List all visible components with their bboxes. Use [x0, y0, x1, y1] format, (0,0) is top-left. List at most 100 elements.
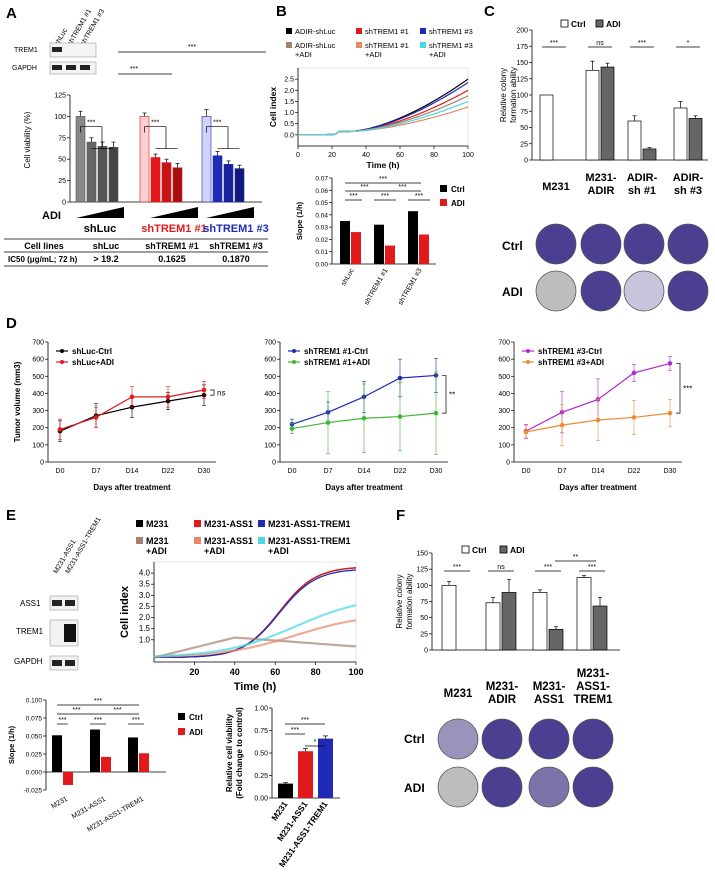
legend-marker: [60, 349, 64, 353]
x-tick-label: D7: [324, 468, 333, 475]
sig-label: ***: [58, 717, 66, 724]
panel-d: D 0 100 200 300 400 500 600 700 D0 D7 D14 D22 D30 Day…: [6, 315, 692, 492]
blot-band: [65, 600, 75, 606]
sig-label: ***: [550, 40, 558, 47]
sig-label: *: [687, 40, 690, 47]
bar: [139, 753, 149, 772]
x-tick-label: 0: [296, 152, 300, 159]
legend-swatch: [136, 520, 143, 527]
panel-label-b: B: [276, 3, 287, 20]
x-tick-label: 100: [348, 667, 363, 677]
blot-row-label: GAPDH: [12, 65, 37, 72]
sig-bracket: [442, 375, 447, 414]
panel-label-f: F: [396, 507, 405, 524]
sig-label: ***: [72, 707, 80, 714]
data-point: [595, 417, 601, 423]
y-tick-label: 4.0: [139, 569, 151, 578]
legend-swatch: [461, 545, 470, 554]
blot-band: [65, 660, 75, 666]
bar: [128, 737, 138, 772]
y-axis-label: Slope (1/h): [295, 201, 304, 240]
x-axis-label: Days after treatment: [559, 483, 637, 492]
y-tick-label: 100: [54, 114, 66, 121]
legend-swatch: [440, 185, 447, 192]
data-point: [397, 375, 403, 381]
y-tick-label: 0.04: [315, 212, 328, 219]
data-point: [361, 415, 367, 421]
y-tick-label: 0: [524, 158, 528, 165]
bar: [340, 221, 350, 264]
y-tick-label: 200: [516, 28, 528, 35]
gradient-wedge: [76, 207, 124, 218]
bar: [63, 772, 73, 785]
chart-e-cellindex: 1.0 1.5 2.0 2.5 3.0 3.5 4.0 20 40 60 80 100 Time (h)…: [119, 561, 364, 693]
legend-swatch: [356, 28, 362, 34]
group-label: ADIR: [488, 694, 517, 706]
row-label: Ctrl: [404, 732, 425, 746]
y-tick-label: 2.5: [139, 602, 151, 611]
y-tick-label: 100: [264, 442, 276, 449]
y-axis-label: Cell viability (%): [23, 111, 32, 168]
y-tick-label: 1.0: [139, 635, 151, 644]
y-axis-label: Relative colony: [499, 68, 508, 122]
bar: [501, 592, 517, 651]
group-label: ADIR-: [673, 172, 704, 184]
legend-label: M231-ASS1: [204, 519, 253, 529]
chart-e-slope: -0.025 0.000 0.025 0.050 0.075 0.100 Slope (1/…: [7, 698, 203, 834]
colony-dish: [572, 718, 614, 760]
sig-label: ***: [213, 120, 221, 127]
y-tick-label: 2.0: [284, 88, 294, 95]
series-line: [297, 100, 469, 136]
data-point: [631, 370, 637, 376]
chart-b-slope: 0.00 0.01 0.02 0.03 0.04 0.05 0.06 0.07 Slope (1…: [295, 176, 465, 307]
dishes-f: Ctrl ADI: [404, 718, 614, 808]
x-tick-label: 40: [230, 667, 240, 677]
group-label: shLuc: [84, 223, 116, 235]
bar: [600, 66, 615, 161]
sig-label: ns: [217, 389, 225, 398]
legend-swatch: [258, 520, 265, 527]
sig-label: ***: [379, 176, 387, 183]
x-tick-label: 80: [311, 667, 321, 677]
chart-d-3: 0 100 200 300 400 500 600 700 D0 D7 D14 D22 D30 Days …: [498, 340, 692, 493]
y-tick-label: 1.5: [284, 99, 294, 106]
y-tick-label: 125: [54, 93, 66, 100]
y-tick-label: 0.00: [315, 262, 328, 269]
y-tick-label: 400: [498, 391, 510, 398]
y-tick-label: 0.06: [315, 188, 328, 195]
colony-dish: [535, 223, 577, 265]
data-point: [667, 410, 673, 416]
legend-label: shTREM1 #1+ADI: [304, 358, 370, 367]
legend-label: M231: [146, 519, 169, 529]
x-tick-label: D22: [394, 468, 407, 475]
bar: [172, 167, 183, 203]
y-tick-label: 50: [420, 615, 428, 622]
y-axis-label: Tumor volume (mm3): [13, 361, 22, 442]
sig-label: ***: [588, 564, 596, 571]
group-label: ASS1-: [576, 681, 610, 693]
legend-swatch: [595, 19, 604, 28]
data-point: [93, 415, 99, 420]
sig-label: ***: [87, 120, 95, 127]
bar: [161, 162, 172, 203]
y-tick-label: 100: [498, 442, 510, 449]
legend-swatch: [499, 545, 508, 554]
bar: [223, 164, 234, 203]
y-tick-label: 700: [32, 340, 44, 347]
legend-marker: [526, 349, 530, 353]
table-header: shLuc: [93, 241, 120, 251]
bar: [90, 729, 100, 772]
data-point: [667, 361, 673, 366]
colony-dish: [667, 223, 709, 265]
group-label: M231-: [486, 681, 519, 693]
y-tick-label: 0.05: [315, 200, 328, 207]
bar: [441, 584, 457, 651]
colony-dish: [528, 718, 570, 760]
blot-band: [66, 65, 76, 70]
x-tick-label: 20: [328, 152, 336, 159]
chart-a-viability: 0 25 50 75 100 125 *** *** ***: [54, 93, 262, 207]
x-tick-label: 60: [396, 152, 404, 159]
legend-label: +ADI: [146, 546, 167, 556]
group-label: sh #1: [628, 185, 656, 197]
blot-a: shLuc shTREM1 #1 shTREM1 #3 TREM1 GAPDH: [12, 8, 106, 75]
